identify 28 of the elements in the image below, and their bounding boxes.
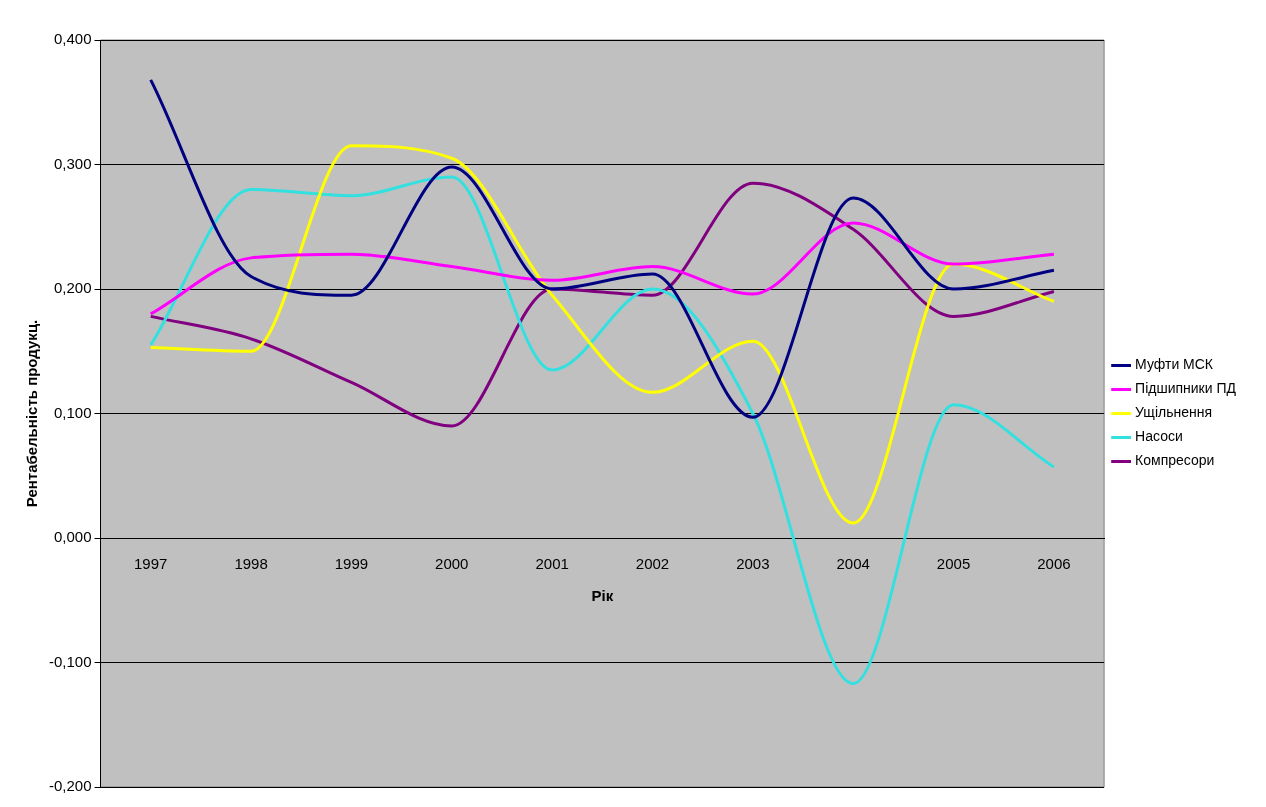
x-tick-label: 1997 — [134, 555, 168, 573]
x-tick-label: 2001 — [535, 555, 569, 573]
x-tick-label: 2002 — [635, 555, 670, 573]
y-tick-label: 0,000 — [53, 528, 92, 546]
y-tick-label: 0,200 — [53, 279, 92, 297]
line-series — [149, 78, 1056, 419]
line-series — [149, 221, 1056, 316]
x-axis-title: Рік — [591, 587, 614, 605]
y-tick-label: 0,300 — [53, 154, 92, 172]
x-tick-label: 2006 — [1037, 555, 1071, 573]
y-axis-title: Рентабельність продукц. — [23, 319, 41, 508]
x-tick-label: 1999 — [334, 555, 369, 573]
x-tick-label: 2000 — [435, 555, 469, 573]
y-tick-label: -0,200 — [48, 777, 92, 795]
x-tick-label: 2005 — [936, 555, 971, 573]
legend-label: Ущільнення — [1135, 404, 1213, 421]
y-tick-label: 0,400 — [53, 30, 92, 48]
line-series — [149, 144, 1056, 525]
legend-label: Насоси — [1135, 428, 1183, 445]
y-tick-label: 0,100 — [53, 403, 92, 421]
x-tick-label: 2004 — [836, 555, 870, 573]
legend-label: Компресори — [1135, 452, 1215, 469]
x-tick-label: 2003 — [736, 555, 770, 573]
legend-label: Муфти МСК — [1135, 356, 1214, 373]
legend-label: Підшипники ПД — [1135, 380, 1237, 397]
line-series — [149, 181, 1056, 428]
x-tick-label: 1998 — [234, 555, 268, 573]
y-tick-label: -0,100 — [48, 652, 92, 670]
